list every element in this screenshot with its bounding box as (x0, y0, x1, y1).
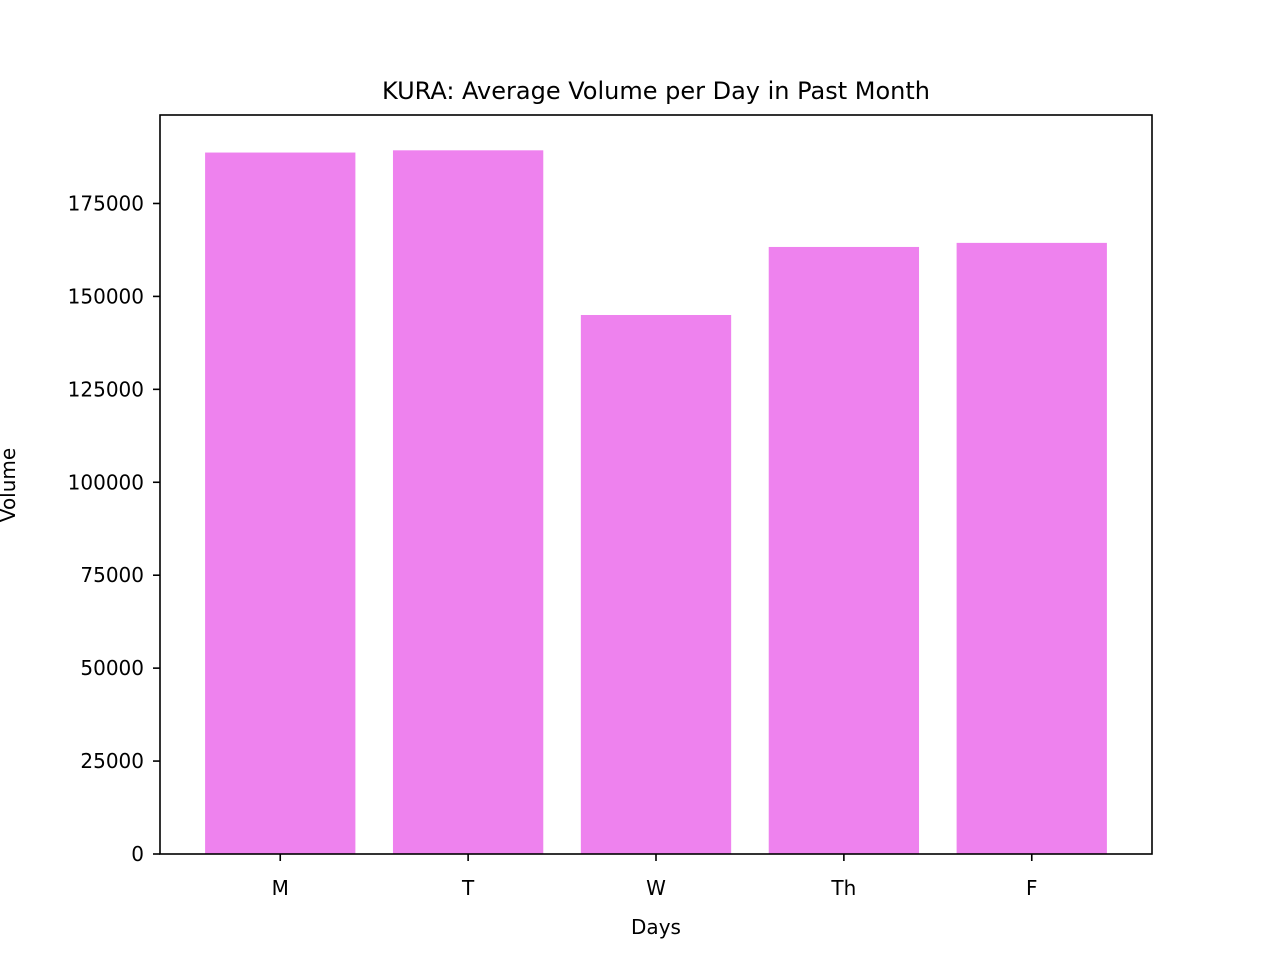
y-tick-label: 150000 (68, 284, 144, 308)
x-axis-label: Days (631, 915, 681, 939)
y-tick-label: 100000 (68, 470, 144, 494)
y-tick-label: 25000 (80, 749, 144, 773)
y-tick-label: 75000 (80, 563, 144, 587)
plot-frame (159, 114, 1153, 855)
y-tick-label: 0 (131, 842, 144, 866)
bar-t (392, 150, 544, 854)
y-tick-label: 125000 (68, 377, 144, 401)
x-tick-label: M (272, 876, 289, 900)
x-axis-ticks: M T W Th F (272, 854, 1038, 900)
bar-f (956, 242, 1107, 854)
bar-th (768, 246, 920, 854)
y-tick-label: 175000 (68, 191, 144, 215)
x-tick-label: Th (830, 876, 856, 900)
y-axis-label: Volume (0, 448, 20, 522)
x-tick-label: W (646, 876, 666, 900)
bars-group (205, 150, 1107, 854)
y-axis-ticks: 0 25000 50000 75000 100000 125000 150000 175000 (68, 191, 160, 866)
y-tick-label: 50000 (80, 656, 144, 680)
chart-title: KURA: Average Volume per Day in Past Mon… (382, 77, 930, 105)
x-tick-label: T (461, 876, 475, 900)
x-tick-label: F (1026, 876, 1038, 900)
bar-m (205, 152, 356, 854)
bar-w (580, 314, 732, 854)
